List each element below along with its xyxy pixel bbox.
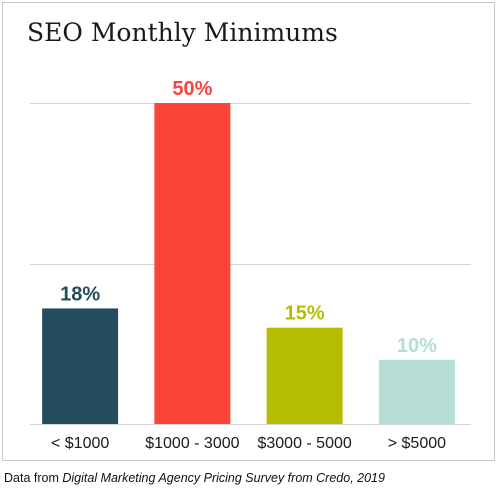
category-label: $1000 - 3000 [145, 435, 239, 452]
source-prefix: Data from [4, 471, 63, 485]
category-label: < $1000 [51, 435, 109, 452]
bar-value-label: 15% [285, 303, 325, 325]
bar [378, 359, 455, 424]
bar [266, 327, 343, 424]
chart-title: SEO Monthly Minimums [27, 18, 338, 47]
chart-frame [2, 2, 495, 461]
bar [154, 103, 231, 424]
bar [42, 308, 119, 424]
source-note: Data from Digital Marketing Agency Prici… [4, 471, 385, 485]
category-label: > $5000 [388, 435, 446, 452]
bar-value-label: 50% [172, 78, 212, 100]
bar-value-label: 10% [397, 335, 437, 357]
source-title: Digital Marketing Agency Pricing Survey … [62, 471, 385, 485]
category-label: $3000 - 5000 [257, 435, 351, 452]
bar-value-label: 18% [60, 283, 100, 305]
